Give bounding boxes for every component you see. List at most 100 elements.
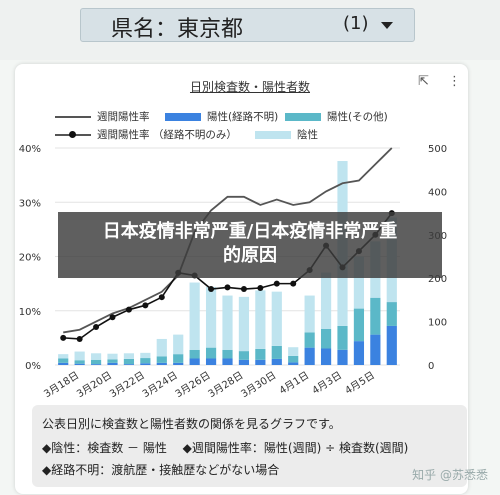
- bar-segment: [222, 349, 233, 359]
- legend-item-weekly-rate-unknown: 週間陽性率 （経路不明のみ）: [55, 128, 255, 142]
- bar-segment: [255, 348, 266, 360]
- watermark: 知乎 @苏悉悉: [412, 468, 488, 482]
- legend-label: 週間陽性率: [97, 111, 150, 123]
- prefecture-select[interactable]: 県名：東京都 (1): [80, 8, 415, 42]
- chart-note: 公表日別に検査数と陽性者数の関係を見るグラフです。 ◆陰性：検査数 － 陽性 ◆…: [32, 405, 467, 487]
- bar-segment: [320, 328, 332, 349]
- y-right-tick-label: 0: [428, 361, 434, 372]
- bar-segment: [386, 325, 397, 365]
- bar-segment: [271, 291, 282, 346]
- bar-segment: [370, 334, 381, 365]
- overlay-banner: 日本疫情非常严重/日本疫情非常严重 的原因: [58, 212, 442, 278]
- bar-segment: [222, 358, 233, 365]
- bar-segment: [353, 341, 365, 365]
- prefecture-count: (1): [343, 13, 369, 34]
- x-tick-label: 3月20日: [75, 369, 115, 400]
- bar-segment: [288, 355, 299, 363]
- legend-dot-swatch: [69, 131, 76, 138]
- data-point: [240, 286, 247, 293]
- bar-segment: [271, 358, 282, 365]
- bar-segment: [189, 349, 200, 359]
- x-tick-label: 3月18日: [42, 369, 82, 400]
- bar-segment: [90, 359, 102, 365]
- data-point: [208, 286, 215, 293]
- data-point: [224, 284, 231, 291]
- export-icon[interactable]: ⇱: [418, 74, 429, 89]
- bar-segment: [304, 347, 315, 365]
- legend-item-weekly-rate: 週間陽性率: [55, 110, 165, 124]
- y-left-tick-label: 30%: [19, 198, 41, 209]
- bar-segment: [90, 364, 102, 365]
- legend-label: 週間陽性率 （経路不明のみ）: [97, 129, 237, 141]
- y-left-tick-label: 40%: [19, 144, 41, 155]
- bar-segment: [238, 359, 250, 365]
- bar-segment: [123, 364, 135, 365]
- bar-segment: [156, 362, 167, 365]
- prefecture-label: 県名：東京都: [111, 17, 244, 42]
- legend-swatch: [255, 131, 291, 139]
- bar-segment: [320, 348, 332, 365]
- x-tick-label: 3月22日: [107, 369, 147, 400]
- x-tick-label: 3月30日: [239, 369, 279, 400]
- legend-label: 陽性(経路不明): [207, 111, 279, 123]
- x-tick-label: 3月26日: [173, 369, 213, 400]
- note-line-2: ◆陰性：検査数 － 陽性 ◆週間陽性率：陽性(週間) ÷ 検査数(週間): [42, 441, 409, 455]
- bar-segment: [320, 272, 332, 329]
- bar-segment: [107, 359, 118, 363]
- bar-segment: [205, 286, 217, 348]
- legend-swatch: [285, 113, 321, 121]
- bar-segment: [58, 354, 69, 359]
- bar-segment: [173, 354, 184, 363]
- data-point: [76, 335, 83, 342]
- bar-segment: [74, 351, 85, 361]
- data-point: [109, 314, 116, 321]
- note-line-3: ◆経路不明：渡航歴・接触歴などがない場合: [42, 463, 280, 477]
- y-left-tick-label: 20%: [19, 253, 41, 264]
- bar-segment: [337, 349, 348, 365]
- bar-segment: [74, 363, 85, 365]
- bar-segment: [238, 296, 250, 352]
- y-right-tick-label: 100: [428, 318, 447, 329]
- bar-segment: [189, 358, 200, 365]
- y-right-tick-label: 400: [428, 187, 447, 198]
- x-tick-label: 4月5日: [343, 369, 377, 397]
- data-point: [257, 284, 264, 291]
- bar-segment: [107, 362, 118, 365]
- banner-line-2: 的原因: [223, 245, 277, 266]
- series-line: [63, 147, 393, 334]
- bar-segment: [255, 290, 266, 349]
- bar-segment: [140, 358, 151, 364]
- bar-segment: [189, 282, 200, 350]
- chart-title: 日別検査数・陽性者数: [189, 80, 310, 94]
- note-line-1: 公表日別に検査数と陽性者数の関係を見るグラフです。: [42, 417, 341, 431]
- bar-segment: [304, 332, 315, 348]
- data-point: [273, 280, 280, 287]
- x-tick-label: 3月28日: [206, 369, 246, 400]
- bar-segment: [58, 362, 69, 365]
- y-right-tick-label: 500: [428, 144, 447, 155]
- more-vert-icon[interactable]: ⋮: [448, 74, 461, 89]
- data-point: [158, 294, 165, 301]
- legend-item-positive-other: 陽性(その他): [285, 110, 395, 124]
- legend-label: 陰性: [297, 129, 318, 141]
- data-point: [60, 334, 67, 341]
- bar-segment: [173, 334, 184, 355]
- data-point: [93, 324, 100, 331]
- legend-item-negative: 陰性: [255, 128, 355, 142]
- x-tick-label: 3月24日: [140, 369, 180, 400]
- banner-line-1: 日本疫情非常严重/日本疫情非常严重: [102, 221, 398, 242]
- bar-segment: [156, 356, 167, 363]
- data-point: [290, 280, 297, 287]
- bar-segment: [353, 308, 365, 342]
- bar-segment: [304, 295, 315, 333]
- legend-item-positive-unknown: 陽性(経路不明): [165, 110, 285, 124]
- chevron-down-icon[interactable]: [381, 22, 393, 29]
- bar-segment: [205, 358, 217, 365]
- legend-line-swatch: [55, 116, 91, 118]
- bar-segment: [386, 302, 397, 326]
- x-tick-label: 4月1日: [277, 369, 311, 397]
- bar-segment: [353, 256, 365, 309]
- bar-segment: [238, 351, 250, 360]
- legend-label: 陽性(その他): [327, 111, 388, 123]
- bar-segment: [288, 347, 299, 356]
